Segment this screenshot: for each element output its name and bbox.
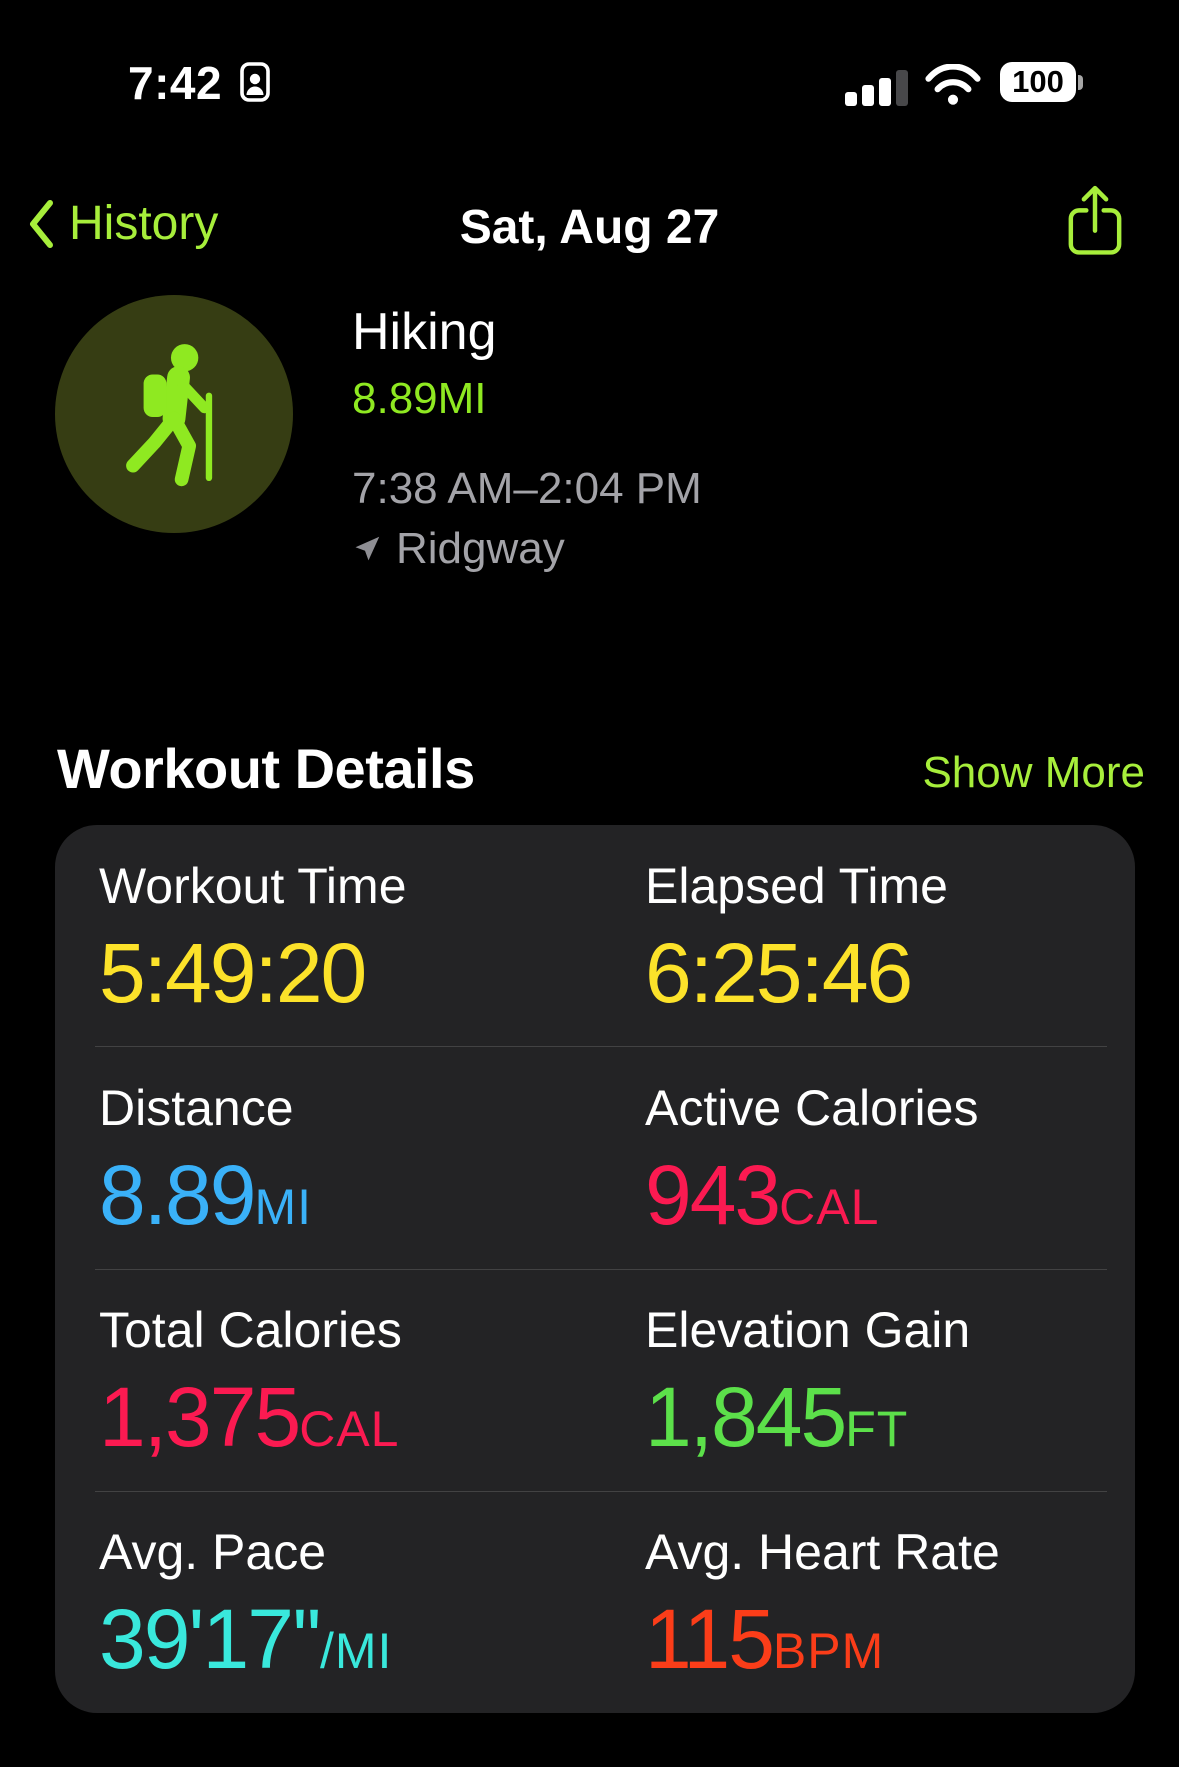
- row-divider: [95, 1268, 1107, 1270]
- metric-avg-pace: Avg. Pace 39'17''/MI: [99, 1524, 393, 1687]
- workout-type-avatar: [55, 295, 293, 533]
- page-title: Sat, Aug 27: [459, 201, 720, 254]
- status-bar-time: 7:42: [128, 57, 223, 109]
- show-more-button[interactable]: Show More: [922, 748, 1145, 797]
- share-icon: [1066, 184, 1124, 258]
- wifi-icon: [925, 63, 981, 111]
- metric-total-calories: Total Calories 1,375CAL: [99, 1302, 402, 1465]
- battery-indicator: 100: [1000, 62, 1083, 102]
- metrics-row: Avg. Pace 39'17''/MI Avg. Heart Rate 115…: [55, 1492, 1135, 1713]
- activity-name: Hiking: [352, 303, 497, 361]
- cellular-signal-icon: [845, 70, 908, 106]
- metrics-row: Distance 8.89MI Active Calories 943CAL: [55, 1047, 1135, 1268]
- share-button[interactable]: [1066, 184, 1124, 263]
- summary-distance: 8.89MI: [352, 374, 487, 423]
- battery-cap: [1078, 74, 1083, 90]
- metric-elevation-gain: Elevation Gain 1,845FT: [645, 1302, 971, 1465]
- metric-distance: Distance 8.89MI: [99, 1079, 313, 1242]
- location-name: Ridgway: [396, 524, 565, 573]
- workout-summary: Hiking 8.89MI 7:38 AM–2:04 PM Ridgway: [352, 302, 702, 574]
- summary-location: Ridgway: [352, 524, 702, 574]
- metric-elapsed-time: Elapsed Time 6:25:46: [645, 857, 948, 1020]
- location-arrow-icon: [352, 534, 382, 564]
- metrics-row: Workout Time 5:49:20 Elapsed Time 6:25:4…: [55, 825, 1135, 1046]
- metric-active-calories: Active Calories 943CAL: [645, 1079, 979, 1242]
- metric-avg-heart-rate: Avg. Heart Rate 115BPM: [645, 1524, 1000, 1687]
- battery-percent: 100: [1000, 62, 1076, 102]
- contact-badge-icon: [240, 62, 270, 107]
- summary-time-range: 7:38 AM–2:04 PM: [352, 464, 702, 513]
- hiker-icon: [98, 338, 250, 490]
- workout-details-card: Workout Time 5:49:20 Elapsed Time 6:25:4…: [55, 825, 1135, 1713]
- row-divider: [95, 1490, 1107, 1492]
- row-divider: [95, 1046, 1107, 1048]
- metrics-row: Total Calories 1,375CAL Elevation Gain 1…: [55, 1270, 1135, 1491]
- back-button-label: History: [69, 197, 219, 250]
- metric-workout-time: Workout Time 5:49:20: [99, 857, 407, 1020]
- chevron-left-icon: [27, 198, 55, 250]
- back-button[interactable]: History: [27, 196, 218, 251]
- section-title: Workout Details: [57, 737, 475, 800]
